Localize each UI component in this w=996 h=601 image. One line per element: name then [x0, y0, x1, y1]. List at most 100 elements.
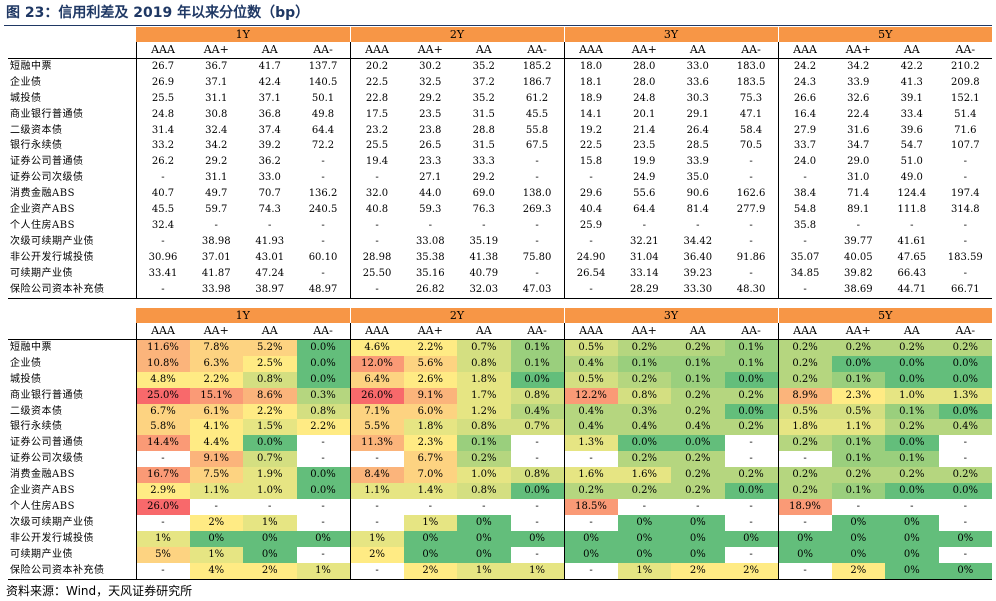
percentile-cell: 0.2% [563, 483, 618, 499]
spread-cell: - [910, 219, 914, 231]
rating-header: AA [457, 323, 511, 340]
spread-cell: 197.4 [950, 188, 980, 200]
percentile-cell: 0% [617, 530, 672, 547]
percentile-cell: 0.2% [777, 355, 832, 372]
spread-cell: - [349, 217, 404, 234]
spread-cell: - [535, 156, 539, 168]
percentile-cell: 0.2% [671, 403, 725, 420]
spread-cell: 18.9 [563, 90, 618, 107]
rating-header: AA- [724, 42, 779, 59]
percentile-cell: 1.8% [457, 371, 511, 388]
table-row: 证券公司次级债 - 31.1 33.0 - - 27.1 29.2 - - 24.9 35.0 - - 31… [8, 170, 992, 187]
percentile-cell: 2.9% [135, 483, 190, 499]
spread-cell: 37.1 [205, 76, 228, 88]
spread-cell: 31.1 [205, 92, 228, 104]
row-label: 次级可续期产业债 [10, 516, 94, 528]
spread-cell: 23.5 [633, 140, 656, 152]
spread-cell: 19.2 [563, 122, 618, 139]
spread-cell: 59.7 [205, 204, 228, 216]
percentile-cell: 0% [777, 530, 832, 547]
row-label-header [8, 323, 136, 340]
spread-cell: - [321, 156, 325, 168]
spread-cell: 47.65 [897, 251, 927, 263]
spread-cell: 35.2 [472, 60, 495, 72]
percentile-cell: 0.1% [831, 483, 886, 499]
rating-header: AAA [563, 42, 618, 59]
percentile-cell: - [724, 451, 779, 468]
rating-header: AA- [296, 323, 351, 340]
spread-cell: 34.2 [205, 140, 228, 152]
percentile-cell: 0.1% [457, 435, 511, 452]
spread-cell: 81.4 [686, 204, 709, 216]
rating-header: AAA [135, 42, 190, 59]
spread-cell: 30.3 [686, 92, 709, 104]
rating-header: AA [671, 42, 725, 59]
percentile-cell: - [510, 514, 565, 531]
spread-cell: 64.4 [633, 204, 656, 216]
spread-cell: 29.2 [472, 172, 495, 184]
percentile-cell: 5% [135, 546, 190, 563]
table-row: 短融中票 11.6% 7.8% 5.2% 0.0% 4.6% 2.2% 0.7% 0.1% 0.5… [8, 339, 993, 356]
spread-cell: 210.2 [950, 60, 980, 72]
spread-cell: 124.4 [897, 188, 927, 200]
percentile-cell: - [189, 498, 243, 515]
percentile-cell: 1.5% [243, 419, 297, 436]
percentile-cell: 6.3% [189, 355, 243, 372]
percentile-cell: 1.4% [403, 483, 458, 499]
figure-title: 图 23：信用利差及 2019 年以来分位数（bp） [6, 5, 310, 21]
percentile-cell: 0.0% [885, 483, 939, 499]
percentile-cell: 1.0% [457, 467, 511, 484]
percentile-cell: 0.1% [831, 435, 886, 452]
table-row: 商业银行普通债 24.8 30.8 36.8 49.8 17.5 23.5 31.5 45.5 1… [8, 106, 992, 123]
percentile-cell: 2% [724, 562, 779, 580]
spread-cell: 40.05 [843, 251, 873, 263]
spread-cell: 36.7 [205, 60, 228, 72]
percentile-cell: 0.2% [617, 371, 672, 388]
percentile-cell: 0.0% [296, 483, 351, 499]
spread-cell: 61.2 [525, 92, 549, 104]
percentile-cell: 1% [189, 546, 243, 563]
rating-header-row: AAA AA+ AA AA- AAA AA+ AA AA- AAA AA+ AA AA- AAA AA+ A… [8, 42, 993, 59]
percentile-cell: 0.2% [671, 451, 725, 468]
percentile-cell: 0.2% [617, 451, 672, 468]
spread-cell: 33.6 [686, 76, 709, 88]
tenor-header: 5Y [777, 27, 993, 42]
spread-cell: 33.98 [189, 281, 243, 299]
spread-cell: 32.5 [419, 76, 442, 88]
rating-header: AA+ [189, 323, 243, 340]
percentile-cell: 1.9% [243, 467, 297, 484]
percentile-cell: - [349, 498, 404, 515]
percentile-cell: 0.0% [296, 371, 351, 388]
spread-cell: - [563, 233, 618, 250]
spread-cell: - [777, 170, 832, 187]
spread-cell: - [535, 235, 539, 247]
row-label: 企业资产ABS [10, 485, 75, 497]
percentile-cell: 5.5% [349, 419, 404, 436]
spread-cell: 40.4 [563, 202, 618, 218]
percentile-cell: 4% [189, 562, 243, 580]
spread-cell: 23.8 [419, 124, 442, 136]
spread-cell: 24.3 [777, 74, 832, 91]
spread-table: 1Y 2Y 3Y 5Y AAA AA+ AA AA- AAA AA+ AA AA- AAA AA+ AA AA… [8, 27, 993, 299]
row-label: 证券公司普通债 [10, 156, 84, 168]
percentile-cell: 0.0% [243, 435, 297, 452]
spread-cell: 35.07 [777, 249, 832, 266]
spread-cell: 32.4 [135, 217, 190, 234]
spread-cell: 21.4 [633, 124, 656, 136]
percentile-cell: 6.0% [403, 403, 458, 420]
row-label: 非公开发行城投债 [10, 532, 94, 544]
spread-cell: 136.2 [308, 188, 338, 200]
spread-cell: 26.4 [686, 124, 709, 136]
spread-cell: 20.1 [633, 108, 656, 120]
spread-cell: 19.9 [633, 156, 656, 168]
percentile-cell: 0.1% [510, 355, 565, 372]
spread-cell: 20.2 [349, 58, 404, 75]
percentile-cell: 1.1% [349, 483, 404, 499]
row-label: 二级资本债 [10, 405, 63, 417]
spread-cell: 35.8 [777, 217, 832, 234]
spread-cell: - [349, 170, 404, 187]
percentile-cell: 0.2% [724, 419, 779, 436]
spread-cell: 41.61 [897, 235, 927, 247]
percentile-cell: 0% [724, 530, 779, 547]
percentile-cell: 6.1% [189, 403, 243, 420]
